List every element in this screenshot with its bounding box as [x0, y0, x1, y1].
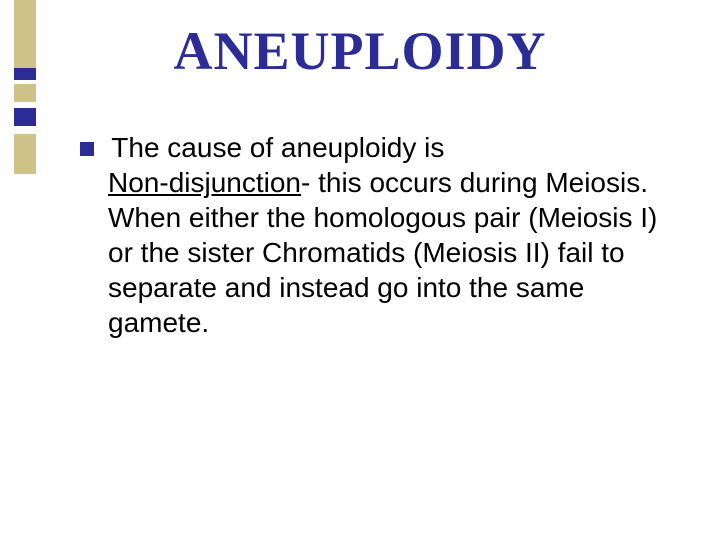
slide: ANEUPLOIDY The cause of aneuploidy is No… [0, 0, 720, 540]
body-text: The cause of aneuploidy is Non-disjuncti… [80, 130, 670, 340]
bullet-continuation: Non-disjunction- this occurs during Meio… [108, 165, 670, 340]
accent-segment [14, 174, 36, 540]
bullet-lead-text: The cause of aneuploidy is [111, 132, 444, 163]
underlined-term: Non-disjunction [108, 167, 301, 198]
slide-title: ANEUPLOIDY [0, 20, 720, 82]
square-bullet-icon [80, 142, 94, 156]
accent-segment [14, 84, 36, 102]
accent-segment [14, 108, 36, 126]
accent-segment [14, 134, 36, 174]
accent-segment [14, 126, 36, 134]
